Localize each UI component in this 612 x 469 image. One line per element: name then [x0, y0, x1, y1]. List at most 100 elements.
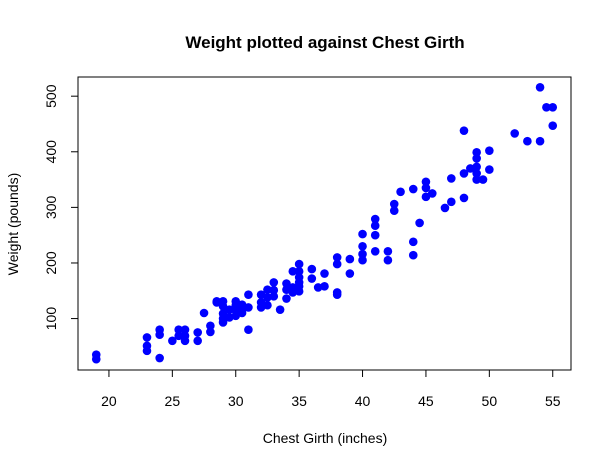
point: [174, 325, 183, 334]
point: [155, 353, 164, 363]
point: [427, 189, 437, 198]
point: [168, 336, 177, 346]
point: [269, 278, 279, 287]
point: [472, 169, 481, 178]
point: [358, 249, 367, 259]
point: [345, 254, 355, 264]
point: [244, 325, 253, 334]
point: [548, 103, 558, 112]
point: [332, 290, 342, 299]
point: [142, 346, 152, 356]
point: [307, 274, 317, 283]
point: [275, 305, 285, 314]
point: [383, 255, 393, 265]
point: [408, 184, 418, 194]
point: [370, 230, 380, 240]
point: [193, 328, 202, 337]
x-tick-label: 25: [165, 393, 181, 409]
point: [244, 290, 253, 299]
y-axis-label: Weight (pounds): [5, 173, 21, 275]
point: [440, 203, 450, 213]
y-tick-label: 300: [43, 195, 59, 219]
point: [180, 331, 190, 341]
y-tick-label: 400: [43, 140, 59, 164]
point: [472, 162, 481, 172]
point: [320, 269, 329, 278]
point: [313, 283, 323, 292]
point: [244, 303, 253, 312]
point: [212, 298, 222, 307]
point: [193, 336, 202, 346]
y-tick-label: 500: [43, 84, 59, 108]
point: [510, 129, 520, 138]
point: [370, 221, 380, 231]
point: [180, 325, 190, 334]
point: [370, 246, 380, 256]
point: [345, 269, 355, 278]
point: [155, 330, 164, 339]
point: [218, 302, 228, 311]
y-tick-label: 100: [43, 307, 59, 331]
point: [535, 82, 545, 92]
point: [415, 218, 424, 228]
point: [472, 175, 481, 184]
point: [548, 121, 558, 130]
point: [459, 169, 469, 178]
point: [459, 193, 469, 203]
point: [542, 103, 551, 112]
point: [472, 154, 481, 163]
point: [535, 136, 545, 146]
point: [485, 146, 494, 155]
point: [174, 331, 183, 341]
point: [408, 237, 418, 247]
x-tick-label: 45: [418, 393, 434, 409]
x-tick-label: 50: [482, 393, 498, 409]
point: [294, 259, 304, 269]
point: [269, 285, 279, 295]
point: [294, 267, 304, 276]
x-tick-label: 40: [355, 393, 371, 409]
point: [307, 264, 317, 274]
x-tick-label: 30: [228, 393, 244, 409]
point: [370, 214, 380, 224]
point: [383, 246, 393, 256]
point: [472, 148, 481, 157]
point: [206, 321, 215, 331]
point: [389, 206, 399, 216]
point: [218, 318, 228, 327]
point: [332, 259, 342, 269]
point: [199, 308, 209, 318]
point: [485, 165, 494, 174]
point: [358, 229, 367, 239]
point: [358, 241, 367, 251]
x-tick-label: 55: [545, 393, 561, 409]
point: [421, 183, 431, 193]
point: [91, 354, 101, 364]
point: [478, 175, 488, 184]
x-tick-label: 20: [101, 393, 117, 409]
point: [408, 250, 418, 260]
point: [237, 308, 247, 318]
point: [447, 174, 456, 183]
point: [332, 253, 342, 262]
point: [523, 136, 532, 146]
point: [389, 199, 399, 209]
point: [282, 279, 291, 288]
point: [269, 292, 279, 301]
point: [263, 285, 272, 294]
point: [421, 177, 431, 187]
chart-title: Weight plotted against Chest Girth: [185, 33, 464, 52]
plot-box: [77, 76, 572, 371]
point: [447, 197, 456, 207]
point: [459, 126, 469, 135]
point: [206, 327, 215, 337]
x-tick-label: 35: [291, 393, 307, 409]
point: [263, 300, 272, 310]
point: [396, 187, 405, 197]
point: [225, 305, 234, 314]
point: [288, 288, 298, 297]
point: [288, 267, 298, 276]
point: [294, 287, 304, 296]
point: [358, 255, 367, 265]
